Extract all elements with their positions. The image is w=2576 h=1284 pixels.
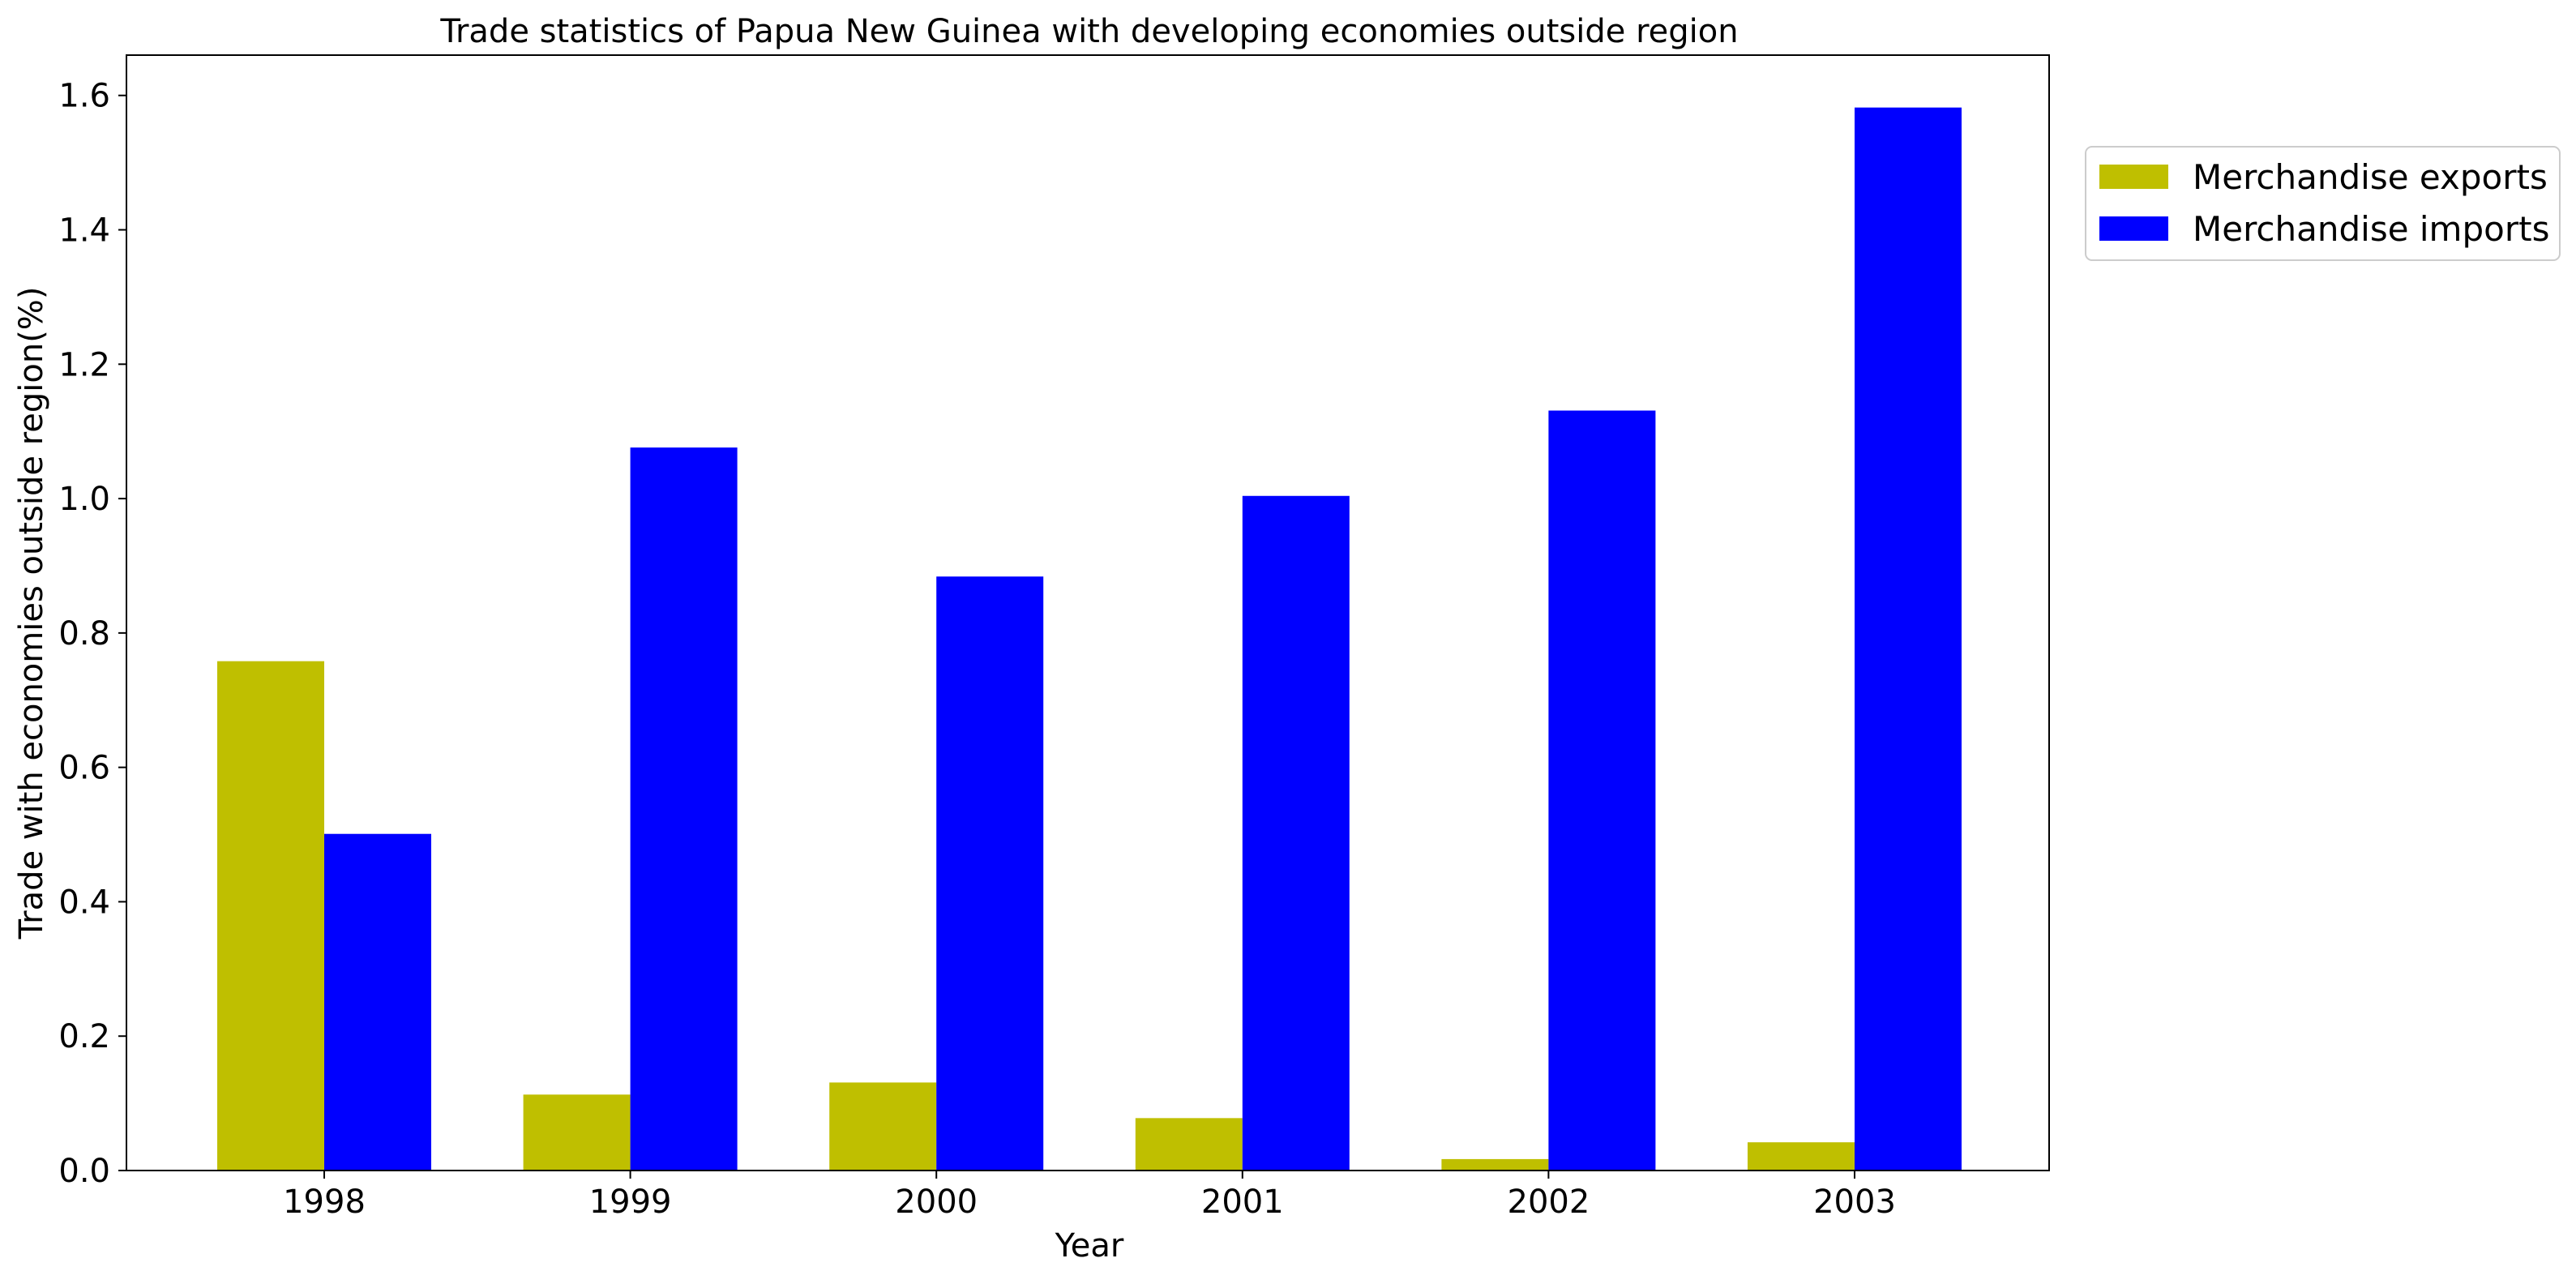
x-axis: 1998 1999 2000 2001 2002 2003 <box>283 1171 1896 1221</box>
y-tick-label: 1.0 <box>58 481 110 518</box>
x-tick-label: 2003 <box>1813 1183 1896 1221</box>
bar-exports-1999 <box>523 1094 631 1171</box>
legend-swatch-imports <box>2099 216 2168 241</box>
y-axis: 0.0 0.2 0.4 0.6 0.8 1.0 1.2 1.4 1.6 <box>58 78 126 1190</box>
y-axis-label: Trade with economies outside region(%) <box>13 287 50 940</box>
bar-exports-2003 <box>1748 1142 1855 1171</box>
plot-frame <box>126 54 2050 1171</box>
legend-label-imports: Merchandise imports <box>2193 209 2549 249</box>
y-tick-label: 1.4 <box>58 212 110 250</box>
bar-imports-2002 <box>1548 410 1656 1171</box>
y-tick-label: 1.6 <box>58 78 110 115</box>
bar-imports-1998 <box>324 833 431 1171</box>
legend-swatch-exports <box>2099 165 2168 189</box>
y-tick-label: 0.2 <box>58 1018 110 1055</box>
legend-box <box>2085 146 2561 261</box>
chart-title: Trade statistics of Papua New Guinea wit… <box>439 13 1738 50</box>
bar-exports-2000 <box>829 1082 937 1171</box>
bar-imports-1999 <box>630 447 738 1171</box>
x-tick-label: 2002 <box>1508 1183 1590 1221</box>
bars-layer <box>217 107 1962 1171</box>
y-tick-label: 0.4 <box>58 884 110 921</box>
legend: Merchandise exports Merchandise imports <box>2085 146 2561 261</box>
y-tick-label: 0.8 <box>58 615 110 653</box>
bar-exports-2001 <box>1135 1118 1243 1171</box>
x-tick-label: 1999 <box>589 1183 672 1221</box>
x-tick-label: 1998 <box>283 1183 366 1221</box>
bar-exports-1998 <box>217 661 324 1171</box>
x-tick-label: 2001 <box>1201 1183 1284 1221</box>
y-tick-label: 1.2 <box>58 346 110 383</box>
y-tick-label: 0.6 <box>58 750 110 787</box>
legend-label-exports: Merchandise exports <box>2193 157 2548 197</box>
bar-imports-2001 <box>1242 495 1350 1171</box>
x-tick-label: 2000 <box>895 1183 978 1221</box>
bar-imports-2003 <box>1855 107 1962 1171</box>
bar-imports-2000 <box>936 576 1044 1171</box>
y-tick-label: 0.0 <box>58 1153 110 1190</box>
x-axis-label: Year <box>1055 1227 1124 1265</box>
bar-exports-2002 <box>1441 1158 1549 1171</box>
